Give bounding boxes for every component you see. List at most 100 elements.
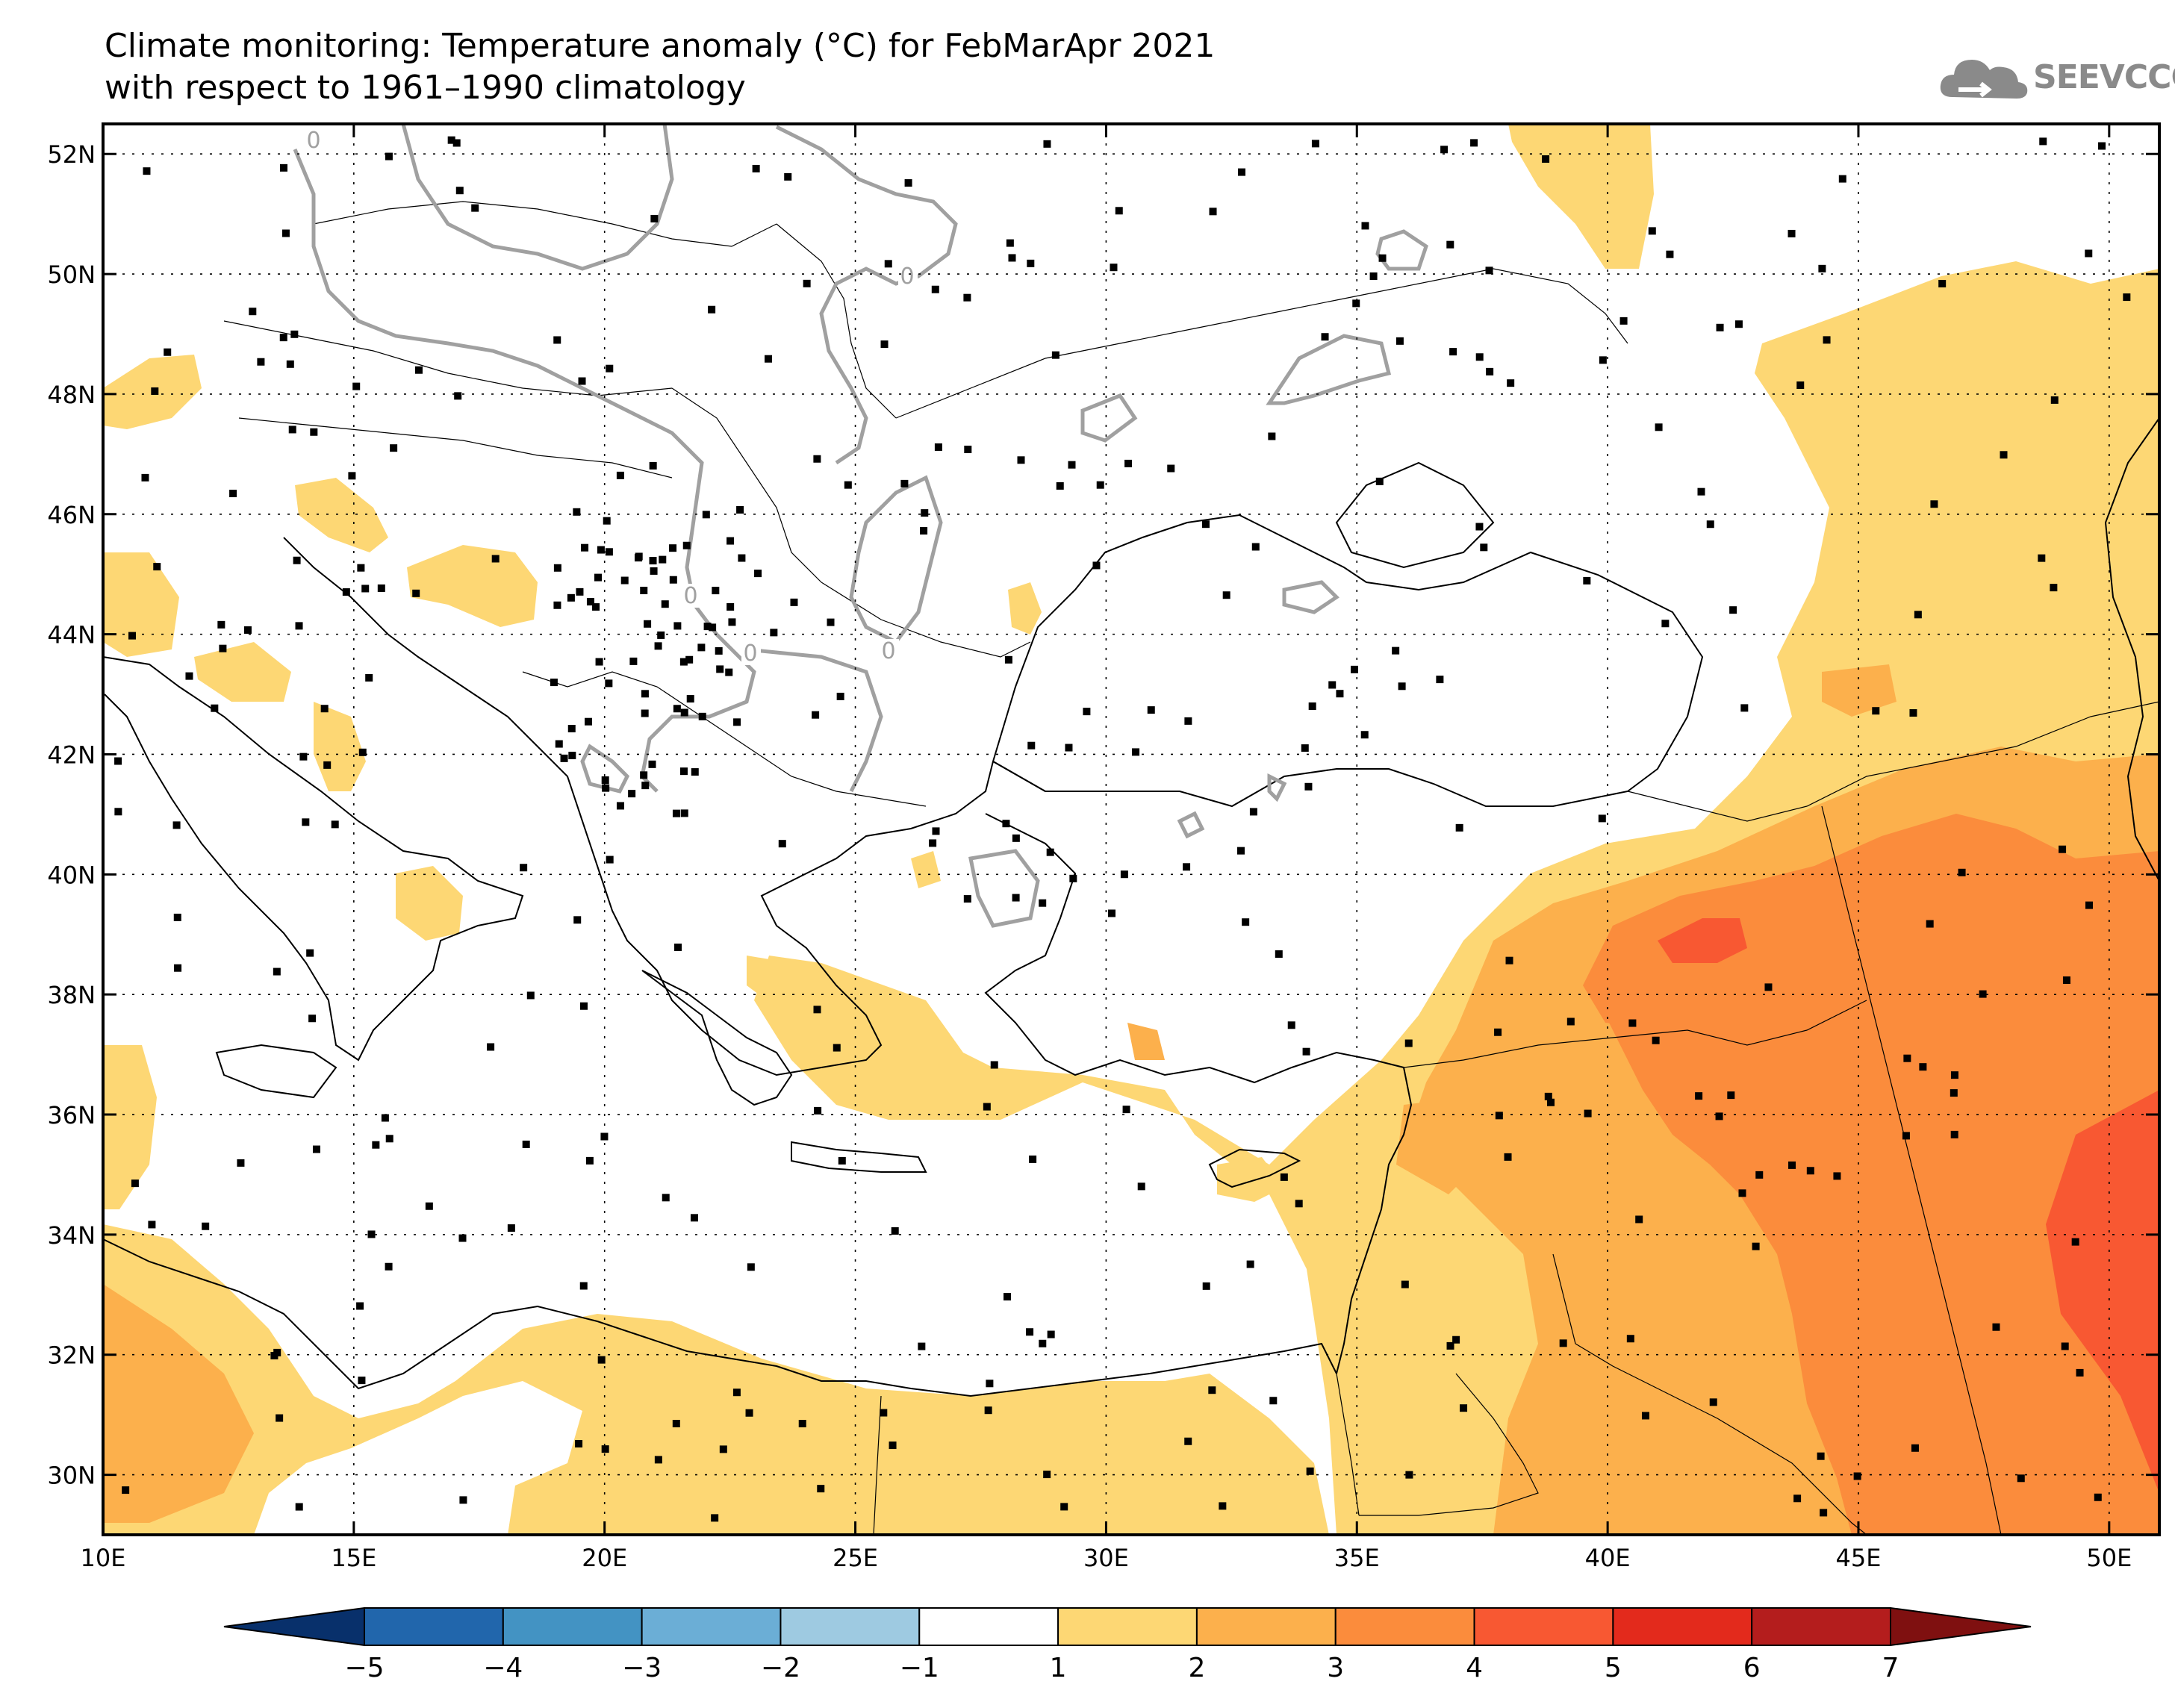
station-marker xyxy=(522,1140,530,1148)
station-marker xyxy=(348,472,356,480)
colorbar xyxy=(223,1606,2032,1647)
contour-label: 0 xyxy=(743,640,757,667)
station-marker xyxy=(601,1445,609,1453)
colorbar-segment xyxy=(502,1607,643,1646)
station-marker xyxy=(1619,317,1628,325)
station-marker xyxy=(2050,396,2059,404)
station-marker xyxy=(719,1445,727,1453)
station-marker xyxy=(553,601,561,609)
station-marker xyxy=(1321,333,1329,341)
station-marker xyxy=(620,576,629,585)
station-marker xyxy=(685,655,694,664)
station-marker xyxy=(1903,1054,1911,1062)
station-marker xyxy=(1909,709,1917,717)
colorbar-max-arrow xyxy=(1890,1606,2032,1647)
station-marker xyxy=(606,855,614,864)
colorbar-segment xyxy=(1057,1607,1198,1646)
station-marker xyxy=(1361,222,1369,230)
station-marker xyxy=(1280,1173,1288,1181)
station-marker xyxy=(2085,901,2093,909)
station-marker xyxy=(680,708,688,717)
station-marker xyxy=(1120,870,1128,879)
map-title: Climate monitoring: Temperature anomaly … xyxy=(105,27,1216,65)
station-marker xyxy=(1697,487,1705,496)
station-marker xyxy=(790,598,798,606)
colorbar-segment xyxy=(364,1607,504,1646)
station-marker xyxy=(131,1179,139,1188)
station-marker xyxy=(1715,1112,1723,1121)
colorbar-tick-label: −3 xyxy=(622,1653,662,1683)
lat-tick-label: 32N xyxy=(47,1341,96,1370)
station-marker xyxy=(302,818,310,826)
station-marker xyxy=(414,366,423,374)
station-marker xyxy=(1208,1386,1216,1394)
colorbar-tick-label: 3 xyxy=(1327,1653,1344,1683)
station-marker xyxy=(1460,1404,1468,1412)
station-marker xyxy=(817,1485,825,1493)
station-marker xyxy=(1475,353,1484,361)
station-marker xyxy=(2085,249,2093,258)
colorbar-tick-label: 6 xyxy=(1743,1653,1761,1683)
station-marker xyxy=(2061,1342,2069,1350)
station-marker xyxy=(2062,976,2070,985)
station-marker xyxy=(454,392,462,400)
station-marker xyxy=(1599,356,1607,364)
station-marker xyxy=(358,748,367,756)
station-marker xyxy=(2071,1238,2079,1246)
lon-tick-label: 50E xyxy=(2086,1544,2132,1572)
contour-label-bg xyxy=(682,584,701,608)
station-marker xyxy=(491,555,500,563)
station-marker xyxy=(1269,1397,1278,1405)
station-marker xyxy=(1788,1161,1796,1169)
lon-tick-label: 15E xyxy=(331,1544,376,1572)
station-marker xyxy=(567,725,576,733)
colorbar-segment xyxy=(1334,1607,1475,1646)
station-marker xyxy=(1584,1109,1592,1118)
station-marker xyxy=(798,1420,806,1428)
station-marker xyxy=(257,358,265,366)
anomaly-field xyxy=(103,124,2159,1535)
station-marker xyxy=(1056,481,1064,490)
station-marker xyxy=(151,387,159,395)
cloud-icon xyxy=(1940,60,2028,99)
station-marker xyxy=(673,705,681,713)
station-marker xyxy=(308,1014,317,1023)
station-marker xyxy=(153,563,161,571)
station-marker xyxy=(1237,847,1245,855)
station-marker xyxy=(1793,1494,1802,1503)
lon-tick-label: 10E xyxy=(81,1544,126,1572)
station-marker xyxy=(650,567,658,575)
station-marker xyxy=(1369,272,1378,280)
lat-tick-label: 30N xyxy=(47,1462,96,1490)
station-marker xyxy=(352,382,361,390)
station-marker xyxy=(1950,1089,1958,1097)
station-marker xyxy=(1838,175,1846,183)
station-marker xyxy=(827,618,835,626)
station-marker xyxy=(1740,704,1749,712)
colorbar-segment xyxy=(1473,1607,1614,1646)
station-marker xyxy=(1069,874,1077,882)
station-marker xyxy=(812,711,820,719)
station-marker xyxy=(1027,741,1036,749)
contour-label: 0 xyxy=(683,583,697,609)
station-marker xyxy=(1027,259,1035,267)
station-marker xyxy=(764,355,772,363)
colorbar-tick-label: 1 xyxy=(1050,1653,1067,1683)
station-marker xyxy=(372,1141,380,1149)
station-marker xyxy=(1083,708,1091,716)
station-marker xyxy=(249,308,257,316)
map-frame xyxy=(102,122,2161,1536)
station-marker xyxy=(900,479,909,487)
station-marker xyxy=(904,179,912,187)
station-marker xyxy=(1004,1293,1012,1301)
station-marker xyxy=(1184,717,1192,725)
lat-tick-label: 40N xyxy=(47,861,96,889)
station-marker xyxy=(1833,1172,1841,1180)
contour-label-bg xyxy=(305,128,324,152)
station-marker xyxy=(592,603,600,611)
station-marker xyxy=(459,1496,467,1504)
station-marker xyxy=(703,623,712,631)
station-marker xyxy=(1043,140,1051,148)
station-marker xyxy=(1051,351,1060,359)
station-marker xyxy=(661,600,669,608)
